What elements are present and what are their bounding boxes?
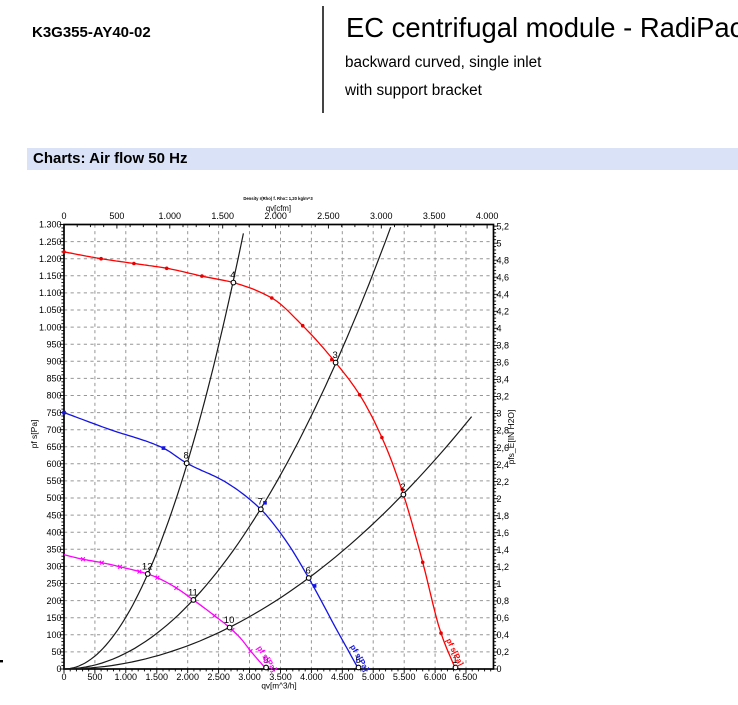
svg-text:2: 2	[497, 494, 502, 504]
svg-text:600: 600	[46, 459, 61, 469]
svg-text:500: 500	[109, 211, 124, 221]
svg-text:5,2: 5,2	[497, 221, 510, 231]
svg-text:950: 950	[46, 339, 61, 349]
svg-text:2,8: 2,8	[497, 426, 510, 436]
svg-text:500: 500	[46, 493, 61, 503]
svg-text:1.000: 1.000	[39, 322, 62, 332]
svg-text:3.000: 3.000	[238, 672, 261, 682]
svg-text:650: 650	[46, 442, 61, 452]
svg-text:5.500: 5.500	[393, 672, 416, 682]
svg-text:3.000: 3.000	[370, 211, 393, 221]
svg-text:3: 3	[497, 409, 502, 419]
svg-text:2.000: 2.000	[264, 211, 287, 221]
svg-text:700: 700	[46, 425, 61, 435]
svg-text:1,8: 1,8	[497, 511, 510, 521]
svg-text:1.100: 1.100	[39, 288, 62, 298]
svg-text:6: 6	[306, 565, 311, 576]
svg-text:1.500: 1.500	[211, 211, 234, 221]
svg-text:0,6: 0,6	[497, 613, 510, 623]
svg-text:0: 0	[61, 211, 66, 221]
svg-text:1.150: 1.150	[39, 271, 62, 281]
svg-text:4: 4	[230, 270, 235, 281]
svg-text:750: 750	[46, 408, 61, 418]
svg-text:4.500: 4.500	[331, 672, 354, 682]
svg-text:4.000: 4.000	[476, 211, 499, 221]
svg-text:qv[m^3/h]: qv[m^3/h]	[261, 682, 296, 691]
svg-text:900: 900	[46, 357, 61, 367]
svg-text:2,2: 2,2	[497, 477, 510, 487]
svg-text:4: 4	[497, 324, 502, 334]
svg-text:1.200: 1.200	[39, 254, 62, 264]
svg-text:10: 10	[224, 615, 235, 626]
svg-text:1: 1	[497, 579, 502, 589]
svg-text:1,2: 1,2	[497, 562, 510, 572]
svg-text:3,6: 3,6	[497, 358, 510, 368]
svg-text:12: 12	[142, 561, 153, 572]
svg-text:0,4: 0,4	[497, 630, 510, 640]
svg-text:150: 150	[46, 613, 61, 623]
svg-text:1.500: 1.500	[146, 672, 169, 682]
svg-text:8: 8	[184, 451, 189, 462]
svg-text:0: 0	[56, 664, 61, 674]
svg-text:pfs_E[IN H2O]: pfs_E[IN H2O]	[506, 410, 516, 465]
svg-text:550: 550	[46, 476, 61, 486]
svg-text:3.500: 3.500	[423, 211, 446, 221]
svg-text:300: 300	[46, 562, 61, 572]
svg-text:qv[cfm]: qv[cfm]	[266, 204, 291, 213]
svg-text:6.500: 6.500	[455, 672, 478, 682]
svg-text:1.000: 1.000	[115, 672, 138, 682]
svg-text:4.000: 4.000	[300, 672, 323, 682]
svg-text:850: 850	[46, 374, 61, 384]
svg-text:4,4: 4,4	[497, 290, 510, 300]
svg-text:4,8: 4,8	[497, 255, 510, 265]
svg-text:4,2: 4,2	[497, 307, 510, 317]
svg-text:11: 11	[188, 587, 198, 598]
svg-text:5: 5	[355, 655, 360, 666]
svg-text:3,4: 3,4	[497, 375, 510, 385]
svg-text:6.000: 6.000	[424, 672, 447, 682]
svg-text:Density r(Rho) f. Rho= 1,20 kg: Density r(Rho) f. Rho= 1,20 kg/m^3	[243, 196, 313, 201]
svg-text:7: 7	[258, 497, 263, 508]
svg-text:0: 0	[497, 664, 502, 674]
svg-text:2.500: 2.500	[317, 211, 340, 221]
svg-text:2: 2	[400, 482, 405, 493]
svg-text:1.050: 1.050	[39, 305, 62, 315]
svg-text:200: 200	[46, 596, 61, 606]
svg-text:4,6: 4,6	[497, 272, 510, 282]
svg-text:3,8: 3,8	[497, 341, 510, 351]
svg-text:350: 350	[46, 545, 61, 555]
svg-text:450: 450	[46, 510, 61, 520]
svg-text:2,4: 2,4	[497, 460, 510, 470]
svg-text:1: 1	[452, 655, 457, 666]
svg-text:0: 0	[61, 672, 66, 682]
svg-text:3.500: 3.500	[269, 672, 292, 682]
svg-text:3,2: 3,2	[497, 392, 510, 402]
svg-text:2,6: 2,6	[497, 443, 510, 453]
svg-text:250: 250	[46, 579, 61, 589]
svg-text:2.000: 2.000	[176, 672, 199, 682]
svg-text:3: 3	[332, 350, 337, 361]
svg-text:0,2: 0,2	[497, 647, 510, 657]
svg-text:1,4: 1,4	[497, 545, 510, 555]
svg-text:500: 500	[87, 672, 102, 682]
svg-text:2.500: 2.500	[207, 672, 230, 682]
svg-text:5: 5	[497, 238, 502, 248]
svg-text:1.250: 1.250	[39, 237, 62, 247]
svg-text:400: 400	[46, 527, 61, 537]
svg-text:9: 9	[263, 655, 268, 666]
svg-text:800: 800	[46, 391, 61, 401]
svg-text:1,6: 1,6	[497, 528, 510, 538]
svg-text:pf s[Pa]: pf s[Pa]	[29, 420, 39, 449]
svg-text:100: 100	[46, 630, 61, 640]
svg-text:1.300: 1.300	[39, 220, 62, 230]
svg-text:50: 50	[51, 647, 61, 657]
svg-text:0,8: 0,8	[497, 596, 510, 606]
svg-text:1.000: 1.000	[159, 211, 182, 221]
svg-text:5.000: 5.000	[362, 672, 385, 682]
